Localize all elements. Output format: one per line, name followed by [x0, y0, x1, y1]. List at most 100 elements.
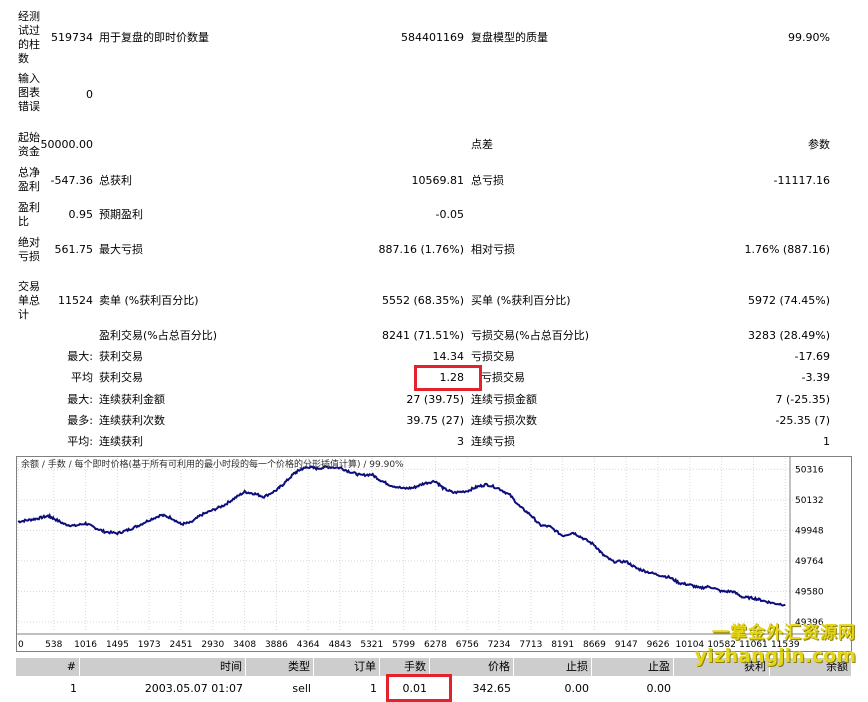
cell-take-profit: 0.00 [646, 682, 672, 695]
x-tick-label: 3886 [265, 640, 288, 650]
spread-value: 参数 [808, 138, 830, 151]
cell-number: 1 [70, 682, 77, 695]
max-consec-losses-label: 连续亏损金额 [471, 393, 537, 406]
ticks-modeled-label: 用于复盘的即时价数量 [99, 31, 209, 44]
header-price[interactable]: 价格 [430, 658, 514, 676]
header-stop-loss[interactable]: 止损 [514, 658, 592, 676]
long-positions-value: 5972 (74.45%) [747, 294, 830, 307]
cell-type: sell [292, 682, 311, 695]
x-tick-label: 2451 [170, 640, 193, 650]
header-time[interactable]: 时间 [80, 658, 246, 676]
initial-deposit-label: 起始资金 [18, 131, 40, 158]
profit-factor-value: 0.95 [68, 208, 94, 221]
largest-prefix: 最大: [67, 350, 93, 363]
x-tick-label: 9147 [615, 640, 638, 650]
total-net-profit-value: -547.36 [50, 174, 93, 187]
average-profit-label: 获利交易 [99, 371, 143, 384]
x-tick-label: 1016 [74, 640, 97, 650]
modeling-quality-label: 复盘模型的质量 [471, 31, 548, 44]
x-tick-label: 5321 [360, 640, 383, 650]
maximal-consec-loss-label: 连续亏损次数 [471, 414, 537, 427]
loss-trades-value: 3283 (28.49%) [747, 329, 830, 342]
gross-loss-label: 总亏损 [471, 174, 504, 187]
average-profit-value: 1.28 [439, 371, 465, 384]
expected-payoff-value: -0.05 [435, 208, 464, 221]
absolute-drawdown-value: 561.75 [54, 243, 94, 256]
avg-consec-wins-label: 连续获利 [99, 435, 143, 448]
balance-chart: 50316 50132 49948 49764 49580 49396 0 538 1016 1… [16, 456, 852, 652]
x-tick-label: 9626 [647, 640, 670, 650]
bars-tested-label: 经测试过的柱数 [18, 10, 40, 65]
chart-legend: 余额 / 手数 / 每个即时价格(基于所有可利用的最小时段的每一个价格的分形插值… [21, 458, 404, 470]
watermark-title: 一掌金外汇资源网 [712, 623, 856, 643]
x-tick-label: 5799 [392, 640, 415, 650]
profit-factor-label: 盈利比 [18, 201, 40, 228]
watermark-url: yizhangjin.com [694, 645, 856, 667]
y-tick-label: 50132 [795, 496, 824, 506]
cell-order: 1 [370, 682, 377, 695]
max-consec-losses-value: 7 (-25.35) [775, 393, 830, 406]
avg-consec-losses-label: 连续亏损 [471, 435, 515, 448]
max-consec-wins-label: 连续获利金额 [99, 393, 165, 406]
cell-profit [674, 680, 770, 698]
x-tick-label: 11539 [771, 640, 800, 650]
long-positions-label: 买单 (%获利百分比) [471, 294, 571, 307]
max-consec-wins-value: 27 (39.75) [406, 393, 464, 406]
largest-profit-label: 获利交易 [99, 350, 143, 363]
largest-loss-label: 亏损交易 [471, 350, 515, 363]
avg-consec-prefix: 平均: [67, 435, 93, 448]
x-tick-label: 2930 [201, 640, 224, 650]
header-take-profit[interactable]: 止盈 [592, 658, 674, 676]
header-order[interactable]: 订单 [314, 658, 380, 676]
x-tick-label: 11061 [739, 640, 768, 650]
ticks-modeled-value: 584401169 [401, 31, 464, 44]
short-positions-value: 5552 (68.35%) [381, 294, 464, 307]
average-loss-label: 亏损交易 [481, 371, 525, 384]
total-net-profit-label: 总净盈利 [18, 166, 40, 193]
bars-tested-value: 519734 [51, 31, 93, 44]
gross-profit-value: 10569.81 [411, 174, 465, 187]
absolute-drawdown-label: 绝对亏损 [18, 236, 40, 263]
x-tick-label: 7234 [488, 640, 511, 650]
highlight-box-average-profit [414, 365, 482, 391]
maximal-consec-loss-value: -25.35 (7) [775, 414, 830, 427]
y-tick-label: 49580 [795, 587, 824, 597]
x-tick-label: 6278 [424, 640, 447, 650]
maximal-consec-profit-label: 连续获利次数 [99, 414, 165, 427]
cell-time: 2003.05.07 01:07 [144, 682, 243, 695]
gross-loss-value: -11117.16 [773, 174, 830, 187]
cell-lots: 0.01 [402, 682, 428, 695]
largest-loss-value: -17.69 [794, 350, 830, 363]
cell-balance [770, 680, 852, 698]
x-tick-label: 4364 [297, 640, 320, 650]
maximal-drawdown-label: 最大亏损 [99, 243, 143, 256]
x-tick-label: 6756 [456, 640, 479, 650]
mismatched-errors-value: 0 [86, 88, 93, 101]
header-number[interactable]: # [16, 658, 80, 676]
initial-deposit-value: 50000.00 [40, 138, 94, 151]
header-type[interactable]: 类型 [246, 658, 314, 676]
balance-series-line [17, 465, 786, 607]
x-tick-label: 0 [18, 640, 24, 650]
profit-trades-value: 8241 (71.51%) [381, 329, 464, 342]
y-tick-label: 49764 [795, 557, 824, 567]
cell-stop-loss: 0.00 [564, 682, 590, 695]
total-trades-value: 11524 [58, 294, 93, 307]
average-prefix: 平均 [71, 371, 93, 384]
relative-drawdown-value: 1.76% (887.16) [744, 243, 830, 256]
highlight-box-lots [386, 674, 452, 702]
cell-price: 342.65 [472, 682, 512, 695]
total-trades-label: 交易单总计 [18, 280, 40, 321]
spread-label: 点差 [471, 138, 493, 151]
header-profit[interactable]: 获利 [674, 658, 770, 676]
x-tick-label: 538 [45, 640, 62, 650]
maximal-consec-profit-value: 39.75 (27) [406, 414, 464, 427]
relative-drawdown-label: 相对亏损 [471, 243, 515, 256]
x-tick-label: 3408 [233, 640, 256, 650]
mismatched-errors-label: 输入图表错误 [18, 72, 40, 113]
average-loss-value: -3.39 [801, 371, 830, 384]
header-lots[interactable]: 手数 [380, 658, 430, 676]
header-balance[interactable]: 余额 [770, 658, 852, 676]
y-tick-label: 49948 [795, 526, 824, 536]
x-tick-label: 10582 [707, 640, 736, 650]
